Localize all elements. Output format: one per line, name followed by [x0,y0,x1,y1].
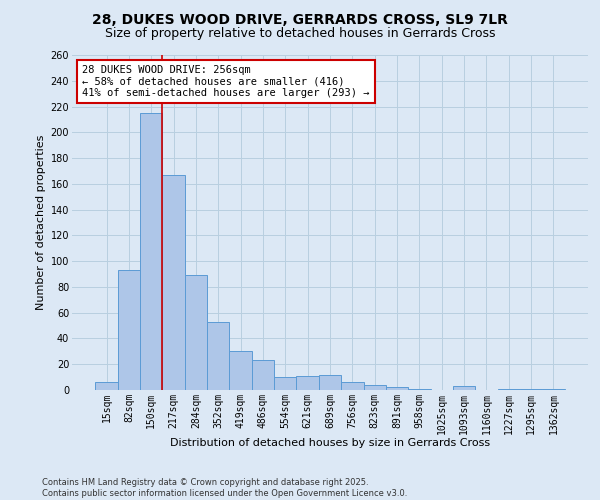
Text: 28 DUKES WOOD DRIVE: 256sqm
← 58% of detached houses are smaller (416)
41% of se: 28 DUKES WOOD DRIVE: 256sqm ← 58% of det… [82,65,370,98]
Bar [408,388,431,390]
Text: Contains HM Land Registry data © Crown copyright and database right 2025.
Contai: Contains HM Land Registry data © Crown c… [42,478,407,498]
Bar [453,386,475,390]
Bar [207,322,229,390]
Bar [252,360,274,390]
Bar [118,270,140,390]
X-axis label: Distribution of detached houses by size in Gerrards Cross: Distribution of detached houses by size … [170,438,490,448]
Bar [296,376,319,390]
Bar [163,175,185,390]
Bar [497,388,520,390]
Bar [185,276,207,390]
Text: 28, DUKES WOOD DRIVE, GERRARDS CROSS, SL9 7LR: 28, DUKES WOOD DRIVE, GERRARDS CROSS, SL… [92,12,508,26]
Bar [95,382,118,390]
Text: Size of property relative to detached houses in Gerrards Cross: Size of property relative to detached ho… [105,28,495,40]
Bar [140,113,163,390]
Bar [364,385,386,390]
Bar [386,388,408,390]
Bar [520,388,542,390]
Bar [319,374,341,390]
Bar [542,388,565,390]
Bar [229,352,252,390]
Bar [341,382,364,390]
Y-axis label: Number of detached properties: Number of detached properties [37,135,46,310]
Bar [274,377,296,390]
